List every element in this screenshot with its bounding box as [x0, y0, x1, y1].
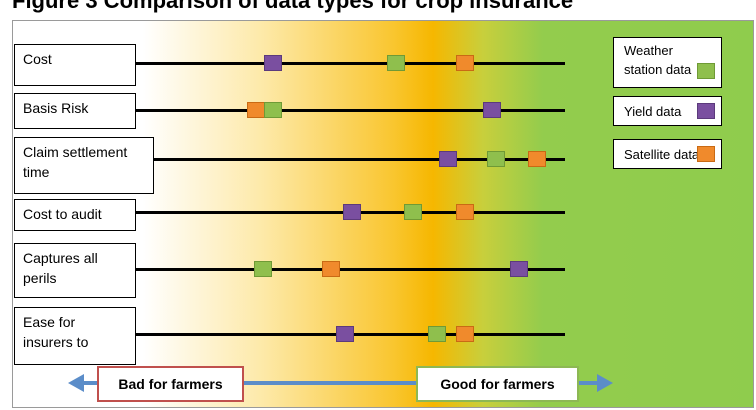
arrow-right-icon	[597, 374, 613, 392]
yield-marker	[336, 326, 355, 342]
weather-marker	[404, 204, 423, 220]
row-label: Claim settlement time	[14, 137, 154, 194]
weather-marker	[264, 102, 283, 118]
weather-marker	[387, 55, 406, 71]
row-track	[136, 109, 565, 112]
row-label: Ease for insurers to	[14, 307, 136, 365]
good-for-farmers-label: Good for farmers	[416, 366, 579, 402]
yield-marker	[438, 151, 457, 167]
weather-marker	[486, 151, 505, 167]
weather-marker	[253, 261, 272, 277]
satellite-swatch-icon	[697, 146, 715, 162]
yield-swatch-icon	[697, 103, 715, 119]
bad-for-farmers-label: Bad for farmers	[97, 366, 244, 402]
arrow-left-icon	[68, 374, 84, 392]
legend-label-weather: Weather station data	[624, 43, 692, 77]
row-track	[136, 62, 565, 65]
row-label: Basis Risk	[14, 93, 136, 129]
satellite-marker	[455, 204, 474, 220]
legend-item-satellite: Satellite data	[613, 139, 722, 169]
row-track	[136, 268, 565, 271]
satellite-marker	[527, 151, 546, 167]
yield-marker	[510, 261, 529, 277]
satellite-marker	[455, 55, 474, 71]
row-label: Cost	[14, 44, 136, 86]
legend-label-satellite: Satellite data	[624, 147, 700, 162]
satellite-marker	[247, 102, 266, 118]
satellite-marker	[455, 326, 474, 342]
scale-arrow-line	[80, 381, 600, 385]
legend-label-yield: Yield data	[624, 104, 682, 119]
legend-item-weather: Weather station data	[613, 37, 722, 88]
satellite-marker	[322, 261, 341, 277]
weather-swatch-icon	[697, 63, 715, 79]
yield-marker	[264, 55, 283, 71]
row-label: Captures all perils	[14, 243, 136, 298]
yield-marker	[342, 204, 361, 220]
legend-item-yield: Yield data	[613, 96, 722, 126]
row-track	[136, 158, 565, 161]
figure-title: Figure 3 Comparison of data types for cr…	[12, 0, 574, 13]
yield-marker	[483, 102, 502, 118]
weather-marker	[428, 326, 447, 342]
row-label: Cost to audit	[14, 199, 136, 231]
